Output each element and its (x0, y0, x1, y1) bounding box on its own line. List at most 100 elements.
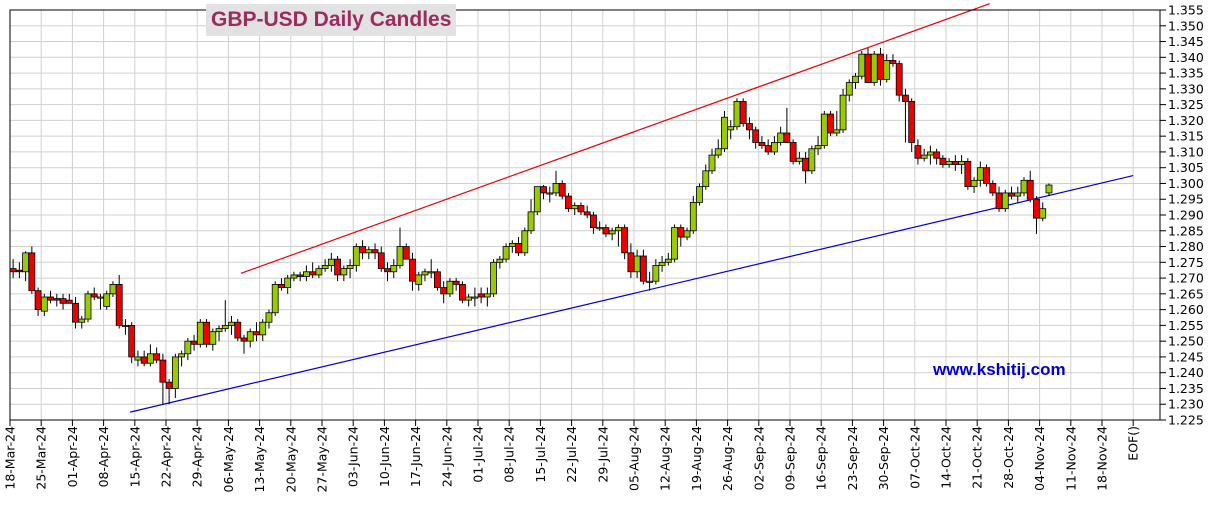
x-tick-label: 01-Jul-24 (471, 426, 486, 483)
candle (833, 110, 841, 137)
candle (234, 319, 242, 342)
candle-body (646, 280, 653, 283)
y-tick-label: 1.345 (1168, 34, 1204, 49)
candle-body (883, 60, 891, 80)
candle-body (808, 148, 816, 172)
candle-body (446, 280, 454, 295)
y-tick-label: 1.295 (1168, 192, 1204, 207)
candle (1045, 183, 1053, 197)
candle-body (103, 293, 111, 307)
candle (109, 281, 117, 297)
y-tick-label: 1.320 (1168, 113, 1204, 128)
y-tick-label: 1.225 (1168, 413, 1204, 428)
y-tick-label: 1.265 (1168, 286, 1204, 301)
candle-body (752, 129, 760, 143)
candle (895, 60, 903, 102)
candle (827, 110, 834, 137)
candle (22, 251, 30, 282)
candle (546, 186, 554, 203)
y-tick-label: 1.250 (1168, 334, 1204, 349)
candle-body (639, 255, 647, 282)
candle (458, 281, 466, 304)
candle-body (321, 265, 329, 270)
trendline-upper (240, 3, 990, 274)
candle-body (209, 331, 217, 345)
candle-body (964, 160, 972, 188)
candle (764, 139, 772, 156)
candle (852, 73, 859, 89)
candle (508, 240, 516, 253)
candle (115, 274, 123, 329)
candle-body (845, 82, 853, 96)
candle (958, 155, 965, 174)
candle-body (989, 183, 997, 194)
candle (334, 256, 342, 282)
candle-body (976, 167, 984, 181)
candle (483, 287, 491, 307)
candle (259, 319, 267, 342)
candle-body (340, 268, 348, 276)
axes: 1.2251.2301.2351.2401.2451.2501.2551.260… (3, 3, 1204, 493)
candle (371, 243, 379, 260)
x-tick-label: EOF() (1126, 426, 1141, 461)
candle-body (565, 195, 572, 210)
candle-body (490, 261, 498, 295)
candle-body (346, 265, 354, 270)
candle (365, 246, 373, 260)
candle-body (552, 183, 560, 194)
x-tick-label: 26-Aug-24 (720, 426, 735, 491)
candle-body (914, 145, 922, 159)
x-tick-label: 23-Sep-24 (845, 426, 860, 490)
candle (777, 126, 785, 146)
candle (989, 180, 997, 197)
candle-body (858, 53, 866, 77)
candle (496, 256, 504, 269)
candle-body (540, 186, 547, 194)
candle (658, 256, 666, 272)
candle-body (22, 252, 30, 273)
candle-body (708, 154, 716, 172)
candle (714, 139, 722, 159)
candle (128, 322, 136, 364)
y-tick-label: 1.285 (1168, 223, 1204, 238)
candle (995, 186, 1003, 212)
candle (446, 278, 454, 297)
candle-body (677, 227, 685, 238)
candle (165, 379, 173, 405)
candle-body (1020, 179, 1028, 194)
candle-body (577, 205, 585, 213)
candle-body (440, 287, 448, 295)
candle (421, 268, 429, 282)
candle-body (764, 145, 772, 153)
candle-body (496, 258, 504, 263)
candle-body (415, 274, 423, 285)
x-tick-label: 13-May-24 (252, 426, 267, 493)
candle (278, 278, 285, 291)
candle-body (196, 321, 204, 345)
candle (608, 227, 616, 241)
candle-body (889, 60, 897, 65)
x-tick-label: 29-Jul-24 (595, 426, 610, 483)
candle (571, 202, 579, 215)
x-tick-label: 15-Apr-24 (127, 426, 142, 487)
candle (577, 202, 585, 215)
candle-body (908, 101, 916, 143)
candle (190, 334, 198, 351)
candle-body (390, 265, 398, 273)
candle (920, 148, 928, 162)
candle (820, 110, 828, 149)
candle (1039, 202, 1047, 222)
candle (927, 145, 934, 165)
candle-body (246, 331, 254, 342)
candle (246, 328, 254, 348)
candle-body (421, 271, 429, 276)
candle-body (115, 283, 123, 326)
candle (540, 185, 547, 200)
candle-body (951, 160, 959, 165)
candle-body (739, 101, 747, 124)
candle-body (190, 340, 198, 345)
watermark-link[interactable]: www.kshitij.com (933, 360, 1066, 379)
candle (552, 170, 560, 197)
candle-body (483, 293, 491, 298)
candle-body (714, 148, 722, 156)
